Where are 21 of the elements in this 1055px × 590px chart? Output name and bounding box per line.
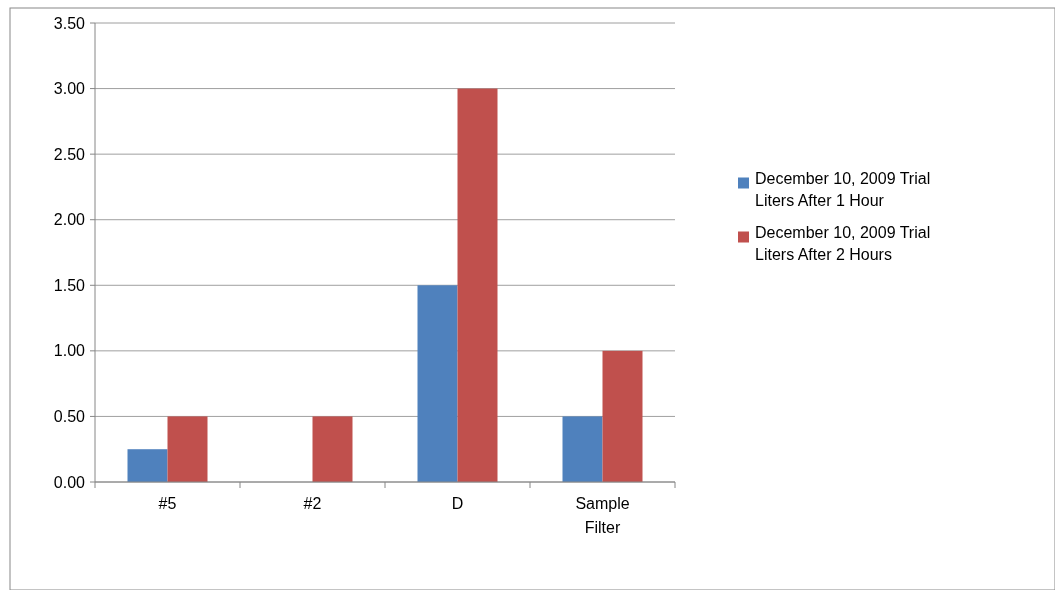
x-tick-label: D	[451, 495, 464, 512]
x-tick-label: #5	[158, 495, 177, 512]
y-tick-label: 2.50	[53, 145, 86, 163]
y-tick-label: 3.50	[53, 14, 86, 32]
legend-label: December 10, 2009 Trial Liters After 1 Hour	[755, 169, 931, 209]
x-tick-label: #2	[303, 495, 322, 512]
bar	[417, 285, 458, 482]
x-tick-label: Sample Filter	[575, 495, 630, 536]
bar	[167, 416, 208, 482]
bar	[602, 350, 643, 482]
bar	[312, 416, 353, 482]
bar	[562, 416, 603, 482]
y-tick-label: 1.50	[53, 276, 86, 294]
legend-label: December 10, 2009 Trial Liters After 2 Hours	[755, 223, 931, 263]
y-tick-label: 1.00	[53, 342, 86, 360]
y-tick-label: 0.00	[53, 473, 86, 491]
bar	[127, 449, 168, 482]
bar	[457, 88, 498, 482]
y-tick-label: 3.00	[53, 80, 86, 98]
y-tick-label: 2.00	[53, 211, 86, 229]
y-tick-label: 0.50	[53, 408, 86, 426]
